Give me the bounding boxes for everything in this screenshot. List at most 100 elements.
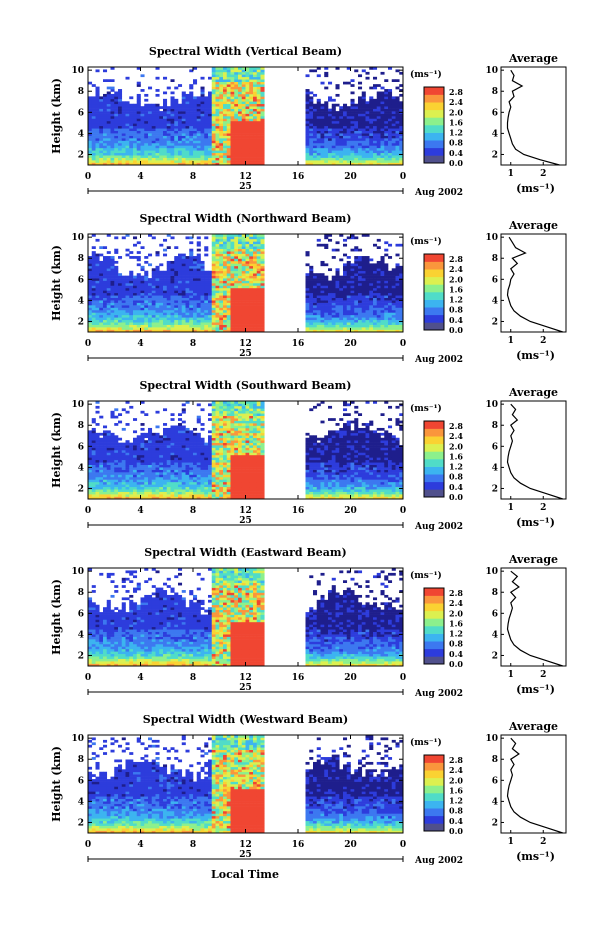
heatmap-cell bbox=[88, 494, 93, 497]
heatmap-cell bbox=[335, 67, 340, 70]
heatmap-cell bbox=[110, 120, 115, 124]
heatmap-cell bbox=[103, 118, 108, 122]
heatmap-cell bbox=[361, 152, 366, 156]
heatmap-cell bbox=[170, 157, 175, 161]
heatmap-cell bbox=[391, 309, 396, 313]
heatmap-cell bbox=[88, 462, 93, 465]
heatmap-cell bbox=[151, 145, 156, 149]
heatmap-cell bbox=[110, 93, 115, 97]
heatmap-cell bbox=[91, 494, 96, 497]
heatmap-cell bbox=[95, 116, 100, 119]
heatmap-cell bbox=[369, 111, 374, 114]
heatmap-cell bbox=[226, 160, 231, 163]
heatmap-cell bbox=[230, 93, 235, 97]
heatmap-cell bbox=[91, 162, 96, 166]
heatmap-cell bbox=[339, 125, 344, 129]
heatmap-cell bbox=[140, 162, 145, 166]
heatmap-cell bbox=[245, 319, 250, 323]
heatmap-cell bbox=[365, 268, 370, 272]
heatmap-cell bbox=[320, 147, 325, 151]
heatmap-cell bbox=[260, 290, 265, 294]
heatmap-cell bbox=[140, 130, 145, 134]
heatmap-cell bbox=[343, 270, 348, 274]
heatmap-cell bbox=[245, 106, 250, 109]
heatmap-cell bbox=[346, 150, 351, 154]
heatmap-cell bbox=[313, 278, 318, 281]
heatmap-cell bbox=[335, 113, 340, 117]
heatmap-cell bbox=[346, 130, 351, 134]
heatmap-cell bbox=[380, 71, 385, 75]
heatmap-cell bbox=[365, 142, 370, 146]
heatmap-cell bbox=[316, 123, 321, 127]
heatmap-cell bbox=[358, 142, 363, 146]
heatmap-cell bbox=[365, 280, 370, 284]
heatmap-cell bbox=[200, 76, 205, 80]
heatmap-cell bbox=[253, 324, 258, 328]
heatmap-cell bbox=[133, 305, 138, 308]
heatmap-cell bbox=[365, 312, 370, 316]
heatmap-cell bbox=[110, 79, 115, 82]
heatmap-cell bbox=[223, 241, 228, 245]
heatmap-cell bbox=[354, 278, 359, 281]
heatmap-cell bbox=[324, 329, 329, 333]
heatmap-cell bbox=[313, 133, 318, 136]
heatmap-cell bbox=[339, 317, 344, 321]
heatmap-cell bbox=[388, 290, 393, 294]
heatmap-cell bbox=[358, 123, 363, 127]
heatmap-cell bbox=[361, 91, 366, 95]
heatmap-cell bbox=[196, 123, 201, 127]
heatmap-cell bbox=[365, 123, 370, 127]
heatmap-cell bbox=[136, 324, 141, 328]
heatmap-cell bbox=[91, 106, 96, 109]
heatmap-cell bbox=[384, 307, 389, 311]
heatmap-cell bbox=[125, 160, 130, 163]
heatmap-cell bbox=[339, 319, 344, 323]
heatmap-cell bbox=[238, 157, 243, 161]
heatmap-cell bbox=[200, 290, 205, 294]
heatmap-cell bbox=[238, 238, 243, 242]
heatmap-cell bbox=[88, 265, 93, 269]
heatmap-cell bbox=[241, 103, 246, 107]
heatmap-cell bbox=[305, 297, 310, 301]
heatmap-cell bbox=[350, 278, 355, 281]
heatmap-cell bbox=[125, 329, 130, 333]
heatmap-cell bbox=[260, 319, 265, 323]
heatmap-cell bbox=[245, 300, 250, 303]
heatmap-cell bbox=[249, 142, 254, 146]
heatmap-cell bbox=[136, 307, 141, 311]
heatmap-cell bbox=[223, 322, 228, 325]
heatmap-cell bbox=[373, 292, 378, 296]
heatmap-cell bbox=[136, 111, 141, 114]
heatmap-cell bbox=[196, 241, 201, 245]
heatmap-cell bbox=[305, 287, 310, 291]
heatmap-cell bbox=[376, 319, 381, 323]
heatmap-cell bbox=[245, 290, 250, 294]
heatmap-cell bbox=[200, 287, 205, 291]
heatmap-cell bbox=[219, 101, 224, 105]
heatmap-cell bbox=[170, 263, 175, 267]
heatmap-cell bbox=[223, 309, 228, 313]
heatmap-cell bbox=[88, 440, 93, 443]
heatmap-cell bbox=[88, 118, 93, 122]
heatmap-cell bbox=[91, 418, 96, 421]
heatmap-cell bbox=[148, 135, 153, 139]
heatmap-cell bbox=[388, 152, 393, 156]
heatmap-cell bbox=[238, 268, 243, 272]
heatmap-cell bbox=[181, 103, 186, 107]
heatmap-cell bbox=[313, 103, 318, 107]
heatmap-cell bbox=[155, 76, 160, 80]
heatmap-cell bbox=[241, 138, 246, 141]
heatmap-cell bbox=[324, 130, 329, 134]
heatmap-cell bbox=[185, 236, 190, 240]
heatmap-cell bbox=[354, 312, 359, 316]
heatmap-cell bbox=[208, 327, 213, 330]
heatmap-cell bbox=[309, 292, 314, 296]
heatmap-cell bbox=[324, 145, 329, 149]
heatmap-cell bbox=[133, 292, 138, 296]
heatmap-cell bbox=[88, 302, 93, 306]
heatmap-cell bbox=[211, 79, 216, 82]
heatmap-cell bbox=[163, 155, 168, 158]
heatmap-cell bbox=[343, 290, 348, 294]
heatmap-cell bbox=[226, 322, 231, 325]
heatmap-cell bbox=[226, 101, 231, 105]
